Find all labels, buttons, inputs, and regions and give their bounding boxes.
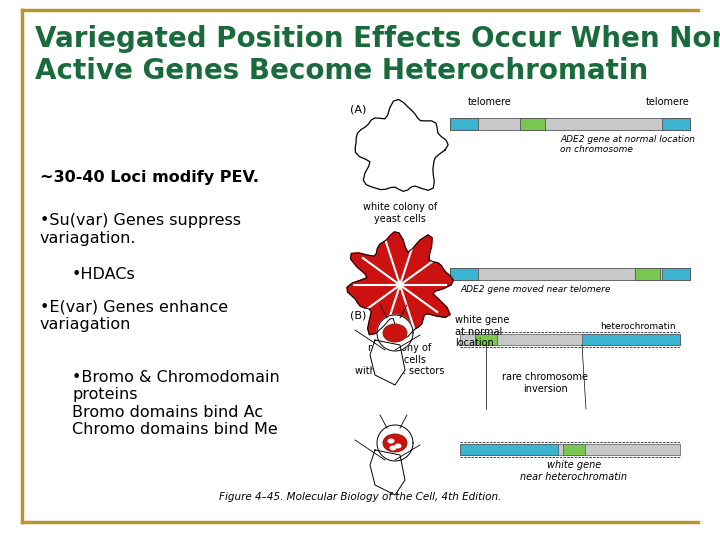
Polygon shape (377, 425, 413, 461)
Text: white colony of
yeast cells: white colony of yeast cells (363, 202, 437, 224)
Bar (520, 118, 545, 130)
Bar (450, 268, 690, 280)
Polygon shape (355, 99, 448, 191)
Bar (635, 268, 660, 280)
Text: Figure 4–45. Molecular Biology of the Cell, 4th Edition.: Figure 4–45. Molecular Biology of the Ce… (219, 492, 501, 502)
Text: ADE2 gene moved near telomere: ADE2 gene moved near telomere (460, 285, 611, 294)
Polygon shape (370, 450, 405, 495)
Bar (460, 444, 680, 455)
Bar (460, 334, 680, 345)
Text: red colony of
yeast cells
with white sectors: red colony of yeast cells with white sec… (355, 343, 445, 376)
Polygon shape (370, 340, 405, 385)
Polygon shape (347, 232, 454, 339)
Text: •HDACs: •HDACs (72, 267, 136, 282)
Ellipse shape (390, 446, 397, 450)
Text: (B): (B) (350, 310, 366, 320)
Ellipse shape (387, 438, 395, 443)
Text: •Bromo & Chromodomain
proteins
Bromo domains bind Ac
Chromo domains bind Me: •Bromo & Chromodomain proteins Bromo dom… (72, 370, 280, 437)
Text: telomere: telomere (468, 97, 512, 107)
Text: white gene
at normal
location: white gene at normal location (455, 315, 509, 348)
Bar (662, 118, 690, 130)
Text: telomere: telomere (647, 97, 690, 107)
Polygon shape (377, 315, 413, 351)
Text: (A): (A) (350, 105, 366, 115)
Bar (450, 118, 690, 130)
Ellipse shape (395, 443, 402, 449)
Bar (563, 444, 585, 455)
Text: •Su(var) Genes suppress
variagation.: •Su(var) Genes suppress variagation. (40, 213, 240, 246)
Text: ~30-40 Loci modify PEV.: ~30-40 Loci modify PEV. (40, 170, 258, 185)
Bar (460, 444, 558, 455)
Text: Variegated Position Effects Occur When Normally
Active Genes Become Heterochroma: Variegated Position Effects Occur When N… (35, 25, 720, 85)
Bar (662, 268, 690, 280)
Text: rare chromosome
inversion: rare chromosome inversion (502, 372, 588, 394)
Text: •E(var) Genes enhance
variagation: •E(var) Genes enhance variagation (40, 300, 228, 332)
Bar (582, 334, 680, 345)
Ellipse shape (383, 324, 407, 342)
Ellipse shape (383, 434, 407, 452)
Text: heterochromatin: heterochromatin (600, 322, 676, 331)
Bar (450, 118, 478, 130)
Text: ADE2 gene at normal location
on chromosome: ADE2 gene at normal location on chromoso… (560, 135, 695, 154)
Bar (450, 268, 478, 280)
Text: white gene
near heterochromatin: white gene near heterochromatin (521, 460, 628, 482)
Bar (475, 334, 497, 345)
